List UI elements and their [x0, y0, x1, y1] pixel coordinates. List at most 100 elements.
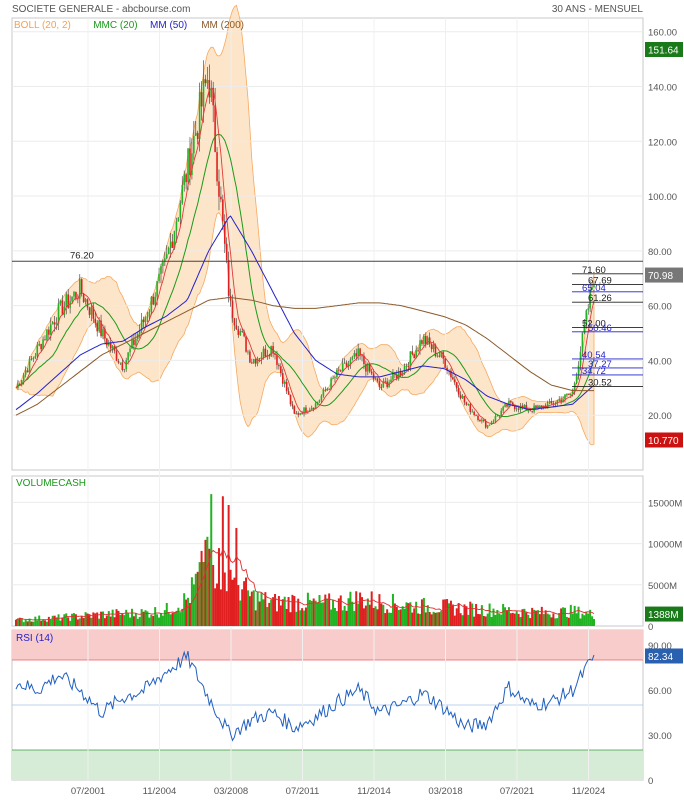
candle-body — [262, 348, 265, 357]
candle-body — [376, 378, 379, 382]
volume-bar — [430, 614, 433, 626]
volume-bar — [169, 614, 172, 626]
volume-bar — [130, 608, 133, 626]
volume-bar — [254, 610, 257, 626]
candle-body — [57, 303, 60, 324]
volume-bar — [69, 620, 72, 626]
candle-body — [396, 374, 398, 379]
volume-bar — [567, 617, 570, 626]
mm-50-line — [15, 215, 595, 411]
candle-body — [119, 362, 122, 364]
candle-body — [392, 372, 394, 380]
volume-bar — [417, 613, 420, 626]
volume-bar — [212, 564, 215, 626]
candle-body — [367, 363, 369, 372]
candle-body — [515, 408, 518, 410]
volume-bar — [471, 603, 474, 626]
volume-bar — [74, 614, 77, 626]
volume-bar — [297, 598, 300, 626]
candle-body — [382, 381, 385, 388]
volume-bar — [393, 603, 396, 626]
volume-bar — [158, 617, 161, 626]
candle-body — [486, 425, 489, 428]
badge-last-price-bg — [645, 42, 683, 57]
candle-body — [177, 217, 180, 222]
volume-bar — [565, 616, 568, 626]
candle-body — [568, 394, 570, 395]
candle-body — [231, 300, 234, 319]
candle-body — [283, 381, 286, 384]
candle-body — [361, 355, 363, 357]
x-axis-label: 03/2018 — [428, 786, 462, 797]
candle-body — [403, 366, 406, 374]
candle-body — [251, 362, 253, 364]
candle-body — [138, 330, 141, 334]
volume-bar — [154, 607, 157, 626]
candle-body — [384, 381, 387, 383]
volume-bar — [90, 617, 93, 626]
volume-bar — [277, 596, 280, 626]
volume-bar — [256, 592, 259, 626]
short-ma-line — [15, 88, 595, 425]
volume-bar — [335, 611, 338, 626]
candle-body — [454, 379, 456, 383]
volume-bar — [119, 614, 122, 626]
candle-body — [154, 296, 156, 305]
candle-body — [436, 355, 439, 357]
badge-last-price: 151.64 — [648, 46, 679, 57]
candle-body — [187, 148, 189, 183]
volume-bar — [179, 612, 182, 626]
volume-bar — [142, 611, 145, 626]
volume-bar — [165, 603, 168, 626]
candle-body — [90, 306, 93, 315]
candle-body — [256, 358, 259, 364]
volume-bar — [121, 613, 124, 626]
volume-bar — [372, 607, 375, 626]
candle-body — [150, 296, 153, 312]
candle-body — [467, 404, 470, 405]
volume-bar — [34, 616, 37, 626]
volume-bar — [202, 561, 205, 626]
candle-body — [40, 343, 42, 350]
mmc-20-line — [15, 133, 595, 418]
volume-bar — [391, 593, 394, 626]
volume-bar — [571, 613, 574, 626]
volume-bar — [562, 607, 565, 626]
price-y-tick: 60.00 — [648, 302, 672, 313]
volume-bar — [573, 605, 576, 626]
candle-body — [22, 374, 25, 381]
volume-bar — [80, 615, 83, 626]
candle-body — [423, 335, 425, 344]
candle-body — [399, 371, 402, 376]
volume-bar — [517, 613, 520, 626]
volume-bar — [88, 614, 91, 626]
volume-bar — [237, 585, 240, 626]
volume-bar — [492, 608, 495, 626]
candle-body — [19, 383, 21, 386]
volume-bar — [407, 603, 410, 626]
volume-bar — [152, 615, 155, 626]
volume-bar — [274, 593, 277, 626]
volume-bar — [123, 615, 126, 626]
volume-bar — [47, 616, 50, 626]
candle-body — [59, 300, 62, 304]
volume-bar — [368, 604, 371, 626]
candle-body — [48, 329, 50, 335]
volume-bar — [498, 613, 501, 626]
volume-bar — [159, 613, 162, 626]
level-label: 67.69 — [588, 276, 612, 287]
volume-bar — [419, 613, 422, 626]
candle-body — [73, 291, 75, 297]
volume-ma-line — [15, 547, 595, 621]
volume-bar — [129, 617, 132, 626]
volume-bar — [45, 621, 48, 626]
volume-bar — [245, 577, 248, 626]
volume-bar — [333, 607, 336, 626]
volume-bar — [355, 591, 358, 626]
candle-body — [24, 370, 27, 375]
candle-body — [566, 394, 568, 395]
badge-rsi: 82.34 — [648, 652, 673, 663]
legend-entry: MM (200) — [201, 20, 244, 31]
volume-bar — [314, 600, 317, 626]
candle-body — [260, 356, 263, 359]
